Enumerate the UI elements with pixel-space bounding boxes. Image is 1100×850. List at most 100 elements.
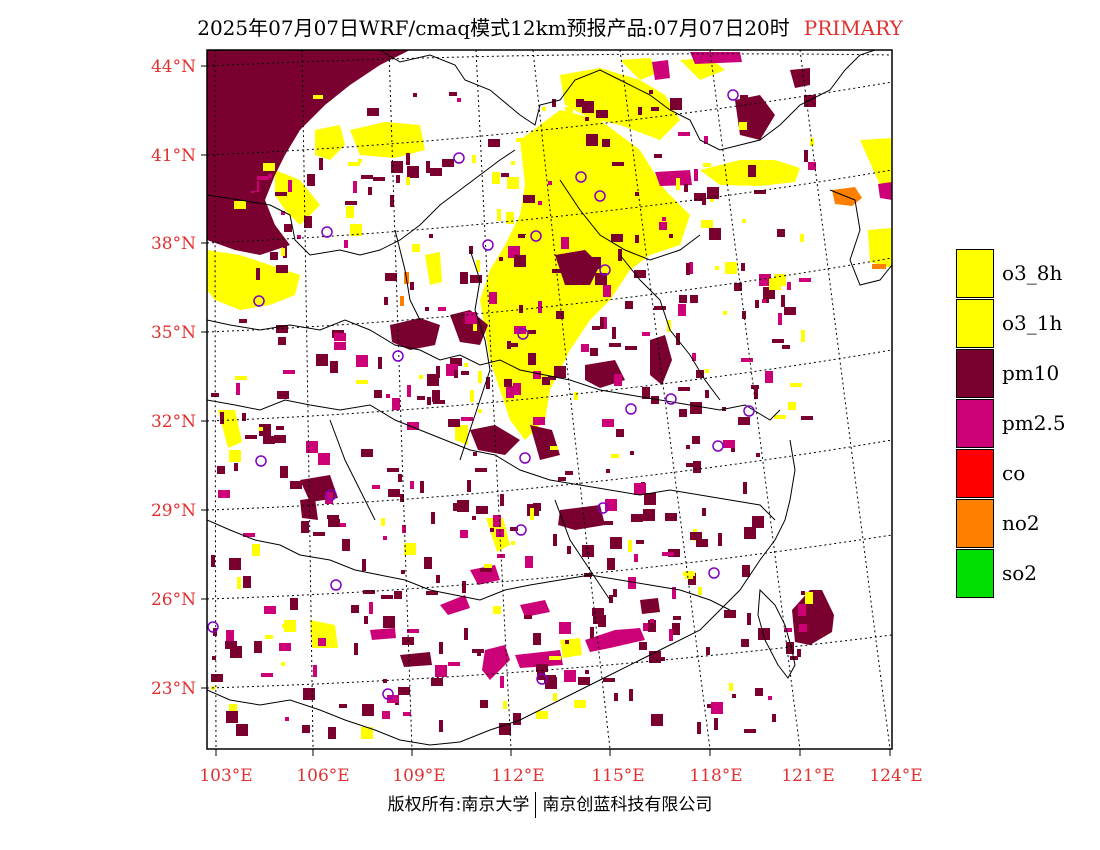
- lat-label: 38°N: [151, 234, 196, 254]
- pollution-cell: [669, 629, 673, 641]
- pollution-cell: [313, 532, 325, 536]
- pollution-cell: [386, 394, 390, 398]
- pollution-cell: [543, 442, 547, 446]
- pollution-cell: [484, 564, 492, 568]
- pollution-cell: [439, 720, 443, 732]
- pollution-cell: [436, 366, 440, 378]
- pollution-cell: [274, 435, 286, 443]
- pollution-cell: [538, 201, 542, 205]
- pollution-cell: [473, 452, 477, 456]
- pollution-cell: [758, 628, 770, 640]
- pollution-cell: [576, 99, 584, 107]
- pollution-cell: [561, 237, 569, 249]
- pollution-cell: [278, 337, 286, 345]
- title-text: 2025年07月07日WRF/cmaq模式12km预报产品:07月07日20时: [197, 16, 790, 40]
- pollution-cell: [369, 602, 373, 614]
- pollution-cell: [536, 229, 548, 233]
- pollution-cell: [550, 446, 558, 450]
- pollution-cell: [242, 413, 246, 421]
- pollution-cell: [281, 211, 285, 215]
- pollution-cell: [304, 216, 312, 228]
- lat-label: 29°N: [151, 501, 196, 521]
- pollution-cell: [650, 619, 654, 623]
- pollution-cell: [290, 481, 302, 489]
- pollution-cell: [701, 220, 713, 228]
- pollution-cell: [382, 711, 390, 719]
- pollution-cell: [465, 312, 477, 324]
- pollution-cell: [644, 493, 656, 505]
- pollution-cell: [281, 248, 285, 256]
- pollution-cell: [256, 268, 260, 280]
- pollution-cell: [611, 454, 619, 458]
- pollution-cell: [565, 640, 569, 644]
- pollution-cell: [751, 385, 759, 389]
- pollution-cell: [390, 195, 394, 207]
- pollution-cell: [339, 704, 347, 708]
- pollution-cell: [254, 106, 258, 118]
- legend-item-co: co: [956, 449, 1100, 499]
- pollution-cell: [635, 192, 639, 196]
- pollution-cell: [533, 371, 541, 379]
- pollution-cell: [729, 683, 733, 691]
- pollution-cell: [513, 713, 521, 725]
- pollution-cell: [602, 419, 614, 427]
- pollution-cell: [558, 477, 566, 481]
- pollution-cell: [262, 126, 266, 130]
- pollution-cell: [461, 417, 473, 421]
- pollution-cell: [330, 361, 338, 373]
- pollution-cell: [345, 201, 357, 205]
- pollution-cell: [417, 396, 425, 400]
- pollution-cell: [610, 537, 622, 549]
- pollution-cell: [383, 616, 395, 628]
- pollution-cell: [607, 558, 615, 570]
- map-frame: [206, 49, 893, 750]
- pollution-cell: [285, 717, 289, 721]
- pollution-cell: [602, 139, 610, 147]
- pollution-cell: [752, 516, 764, 528]
- pollution-cell: [703, 163, 711, 167]
- pollution-cell: [554, 366, 566, 378]
- pollution-cell: [372, 485, 380, 489]
- pollution-cell: [525, 556, 533, 568]
- pollution-cell: [634, 483, 646, 495]
- legend-swatch: [956, 299, 994, 348]
- pollution-cell: [549, 656, 561, 660]
- pollution-cell: [601, 521, 613, 525]
- pollution-cell: [211, 674, 223, 682]
- pollution-cell: [609, 595, 613, 603]
- pollution-cell: [431, 678, 443, 686]
- pollution-cell: [344, 240, 348, 248]
- pollution-cell: [718, 533, 722, 545]
- pollution-cell: [297, 235, 301, 239]
- pollution-cell: [276, 426, 284, 430]
- lon-label: 115°E: [591, 766, 644, 786]
- pollution-cell: [628, 540, 632, 552]
- pollution-cell: [212, 656, 216, 660]
- legend-swatch: [956, 249, 994, 298]
- pollution-cell: [592, 326, 600, 330]
- pollution-cell: [358, 159, 362, 163]
- pollution-cell: [684, 184, 688, 192]
- pollution-cell: [387, 695, 399, 703]
- pm25-regions: [370, 52, 892, 680]
- pollution-cell: [236, 724, 248, 736]
- pollution-cell: [507, 341, 511, 349]
- pollution-cell: [327, 515, 339, 519]
- pollution-cell: [599, 231, 607, 235]
- pollution-cell: [759, 274, 771, 286]
- pollution-cell: [678, 132, 690, 136]
- pollution-cell: [662, 217, 666, 221]
- pollution-cell: [407, 385, 411, 397]
- pollution-cell: [743, 482, 747, 494]
- pollution-cell: [741, 263, 745, 271]
- pollution-cell: [715, 266, 719, 270]
- pollution-cell: [781, 295, 785, 307]
- pollution-cell: [596, 110, 608, 118]
- pollution-cell: [786, 169, 794, 181]
- pollution-cell: [603, 678, 615, 682]
- pollution-cell: [464, 628, 468, 640]
- legend-item-no2: no2: [956, 499, 1100, 549]
- lat-label: 23°N: [151, 679, 196, 699]
- pollution-cell: [342, 539, 350, 551]
- pollution-cell: [768, 696, 772, 700]
